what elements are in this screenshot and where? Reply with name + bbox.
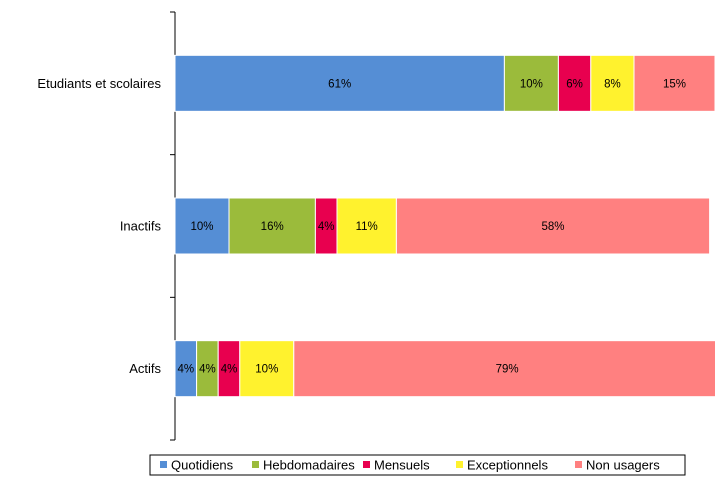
data-label-mensuels-actifs: 4% — [221, 364, 238, 376]
data-label-mensuels-etudiants-et-scolaires: 6% — [566, 78, 583, 90]
legend-swatch-exceptionnels — [456, 461, 463, 468]
bar-hebdomadaires-etudiants-et-scolaires — [503, 54, 559, 112]
legend-swatch-quotidiens — [160, 461, 167, 468]
data-label-quotidiens-etudiants-et-scolaires: 61% — [328, 78, 351, 90]
legend-box — [149, 454, 686, 476]
bar-exceptionnels-actifs — [239, 340, 295, 398]
bar-mensuels-etudiants-et-scolaires — [557, 54, 592, 112]
data-label-quotidiens-inactifs: 10% — [190, 221, 213, 233]
bar-exceptionnels-inactifs — [336, 197, 397, 255]
category-label-inactifs: Inactifs — [120, 219, 162, 234]
bar-non-usagers-inactifs — [395, 197, 711, 255]
data-label-exceptionnels-inactifs: 11% — [356, 221, 378, 233]
data-label-non-usagers-inactifs: 58% — [541, 221, 564, 233]
data-label-hebdomadaires-actifs: 4% — [199, 364, 216, 376]
bar-quotidiens-inactifs — [174, 197, 230, 255]
legend-swatch-non-usagers — [575, 461, 582, 468]
category-label-actifs: Actifs — [129, 361, 161, 376]
data-label-non-usagers-etudiants-et-scolaires: 15% — [663, 78, 686, 90]
data-label-exceptionnels-etudiants-et-scolaires: 8% — [604, 78, 621, 90]
legend-label-quotidiens: Quotidiens — [171, 458, 234, 473]
legend: Quotidiens Hebdomadaires Mensuels Exception… — [149, 454, 686, 476]
legend-label-non-usagers: Non usagers — [586, 458, 660, 473]
data-label-exceptionnels-actifs: 10% — [255, 364, 278, 376]
data-label-non-usagers-actifs: 79% — [496, 364, 519, 376]
legend-label-hebdomadaires: Hebdomadaires — [263, 458, 355, 473]
bar-non-usagers-actifs — [293, 340, 715, 398]
legend-swatch-hebdomadaires — [252, 461, 259, 468]
data-label-mensuels-inactifs: 4% — [318, 221, 335, 233]
data-label-quotidiens-actifs: 4% — [177, 364, 194, 376]
data-label-hebdomadaires-etudiants-et-scolaires: 10% — [520, 78, 543, 90]
bar-quotidiens-etudiants-et-scolaires — [174, 54, 505, 112]
legend-swatch-mensuels — [363, 461, 370, 468]
bar-non-usagers-etudiants-et-scolaires — [633, 54, 715, 112]
legend-label-exceptionnels: Exceptionnels — [467, 458, 548, 473]
category-label-etudiants-et-scolaires: Etudiants et scolaires — [37, 76, 161, 91]
legend-label-mensuels: Mensuels — [374, 458, 430, 473]
data-label-hebdomadaires-inactifs: 16% — [261, 221, 284, 233]
bar-hebdomadaires-inactifs — [228, 197, 316, 255]
